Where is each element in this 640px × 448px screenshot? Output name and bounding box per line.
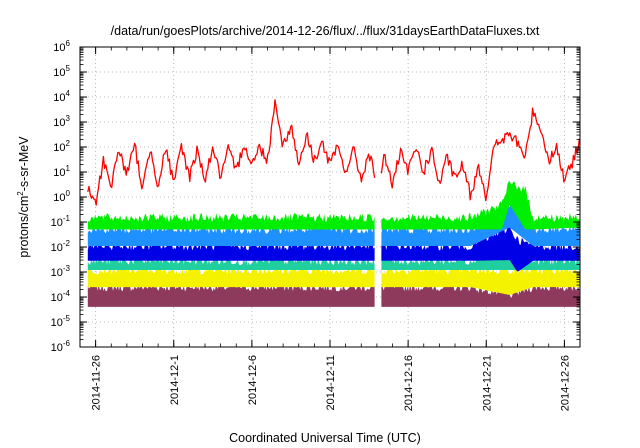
flux-band-segment: [87, 225, 375, 246]
flux-line-segment: [380, 107, 580, 202]
y-tick-base: 10: [51, 317, 63, 329]
y-axis-label-base: protons/cm: [17, 196, 31, 258]
y-tick-exp: 1: [66, 164, 71, 173]
y-tick-exp: 4: [66, 89, 71, 98]
flux-band-segment: [381, 226, 580, 272]
chart-title: /data/run/goesPlots/archive/2014-12-26/f…: [111, 24, 540, 38]
flux-line-segment: [87, 99, 376, 206]
x-tick-label: 2014-12-11: [325, 355, 337, 410]
y-tick-label: 105: [53, 64, 70, 79]
y-tick-base: 10: [53, 192, 65, 204]
y-tick-exp: -5: [63, 314, 71, 323]
flux-band-segment: [87, 282, 375, 307]
y-tick-base: 10: [53, 167, 65, 179]
y-tick-exp: 0: [66, 189, 71, 198]
flux-band-segment: [87, 256, 375, 270]
y-tick-exp: 3: [66, 114, 71, 123]
y-tick-exp: 6: [66, 39, 71, 48]
y-tick-label: 10-4: [51, 289, 71, 304]
x-tick-label: 2014-12-26: [559, 355, 571, 411]
y-axis-label-sup: 2: [16, 191, 25, 196]
y-tick-base: 10: [53, 92, 65, 104]
flux-band-segment: [381, 282, 580, 307]
y-tick-label: 10-3: [51, 264, 71, 279]
y-tick-exp: -3: [63, 264, 71, 273]
y-tick-label: 10-5: [51, 314, 71, 329]
y-tick-exp: -2: [63, 239, 71, 248]
y-tick-base: 10: [51, 242, 63, 254]
flux-band-segment: [381, 266, 580, 295]
y-tick-base: 10: [51, 267, 63, 279]
y-tick-base: 10: [51, 217, 63, 229]
y-tick-exp: -1: [63, 214, 71, 223]
y-tick-exp: -6: [63, 339, 71, 348]
y-tick-label: 10-1: [51, 214, 71, 229]
y-tick-label: 106: [53, 39, 70, 54]
x-tick-label: 2014-12-16: [403, 355, 415, 411]
x-tick-label: 2014-12-6: [247, 355, 259, 405]
x-tick-labels: 2014-11-26 2014-12-1 2014-12-6 2014-12-11 20…: [91, 355, 572, 411]
y-tick-label: 10-6: [51, 339, 71, 354]
x-axis-label: Coordinated Universal Time (UTC): [229, 431, 421, 445]
y-tick-base: 10: [51, 342, 63, 354]
y-tick-base: 10: [53, 117, 65, 129]
y-tick-label: 101: [53, 164, 70, 179]
y-tick-label: 104: [53, 89, 70, 104]
y-axis-label-rest: -s-sr-MeV: [17, 136, 31, 192]
flux-band-segment: [381, 181, 580, 230]
tick-layer: [80, 46, 580, 348]
y-axis-label: protons/cm2-s-sr-MeV: [16, 136, 31, 258]
x-tick-label: 2014-12-21: [481, 355, 493, 411]
y-tick-exp: -4: [63, 289, 71, 298]
y-tick-label: 10-2: [51, 239, 71, 254]
y-tick-exp: 5: [66, 64, 71, 73]
y-tick-labels: 10-610-510-410-310-210-11001011021031041…: [51, 39, 71, 354]
flux-band-segment: [87, 241, 375, 261]
y-tick-base: 10: [51, 292, 63, 304]
y-tick-exp: 2: [66, 139, 71, 148]
y-tick-label: 103: [53, 114, 70, 129]
y-tick-base: 10: [53, 67, 65, 79]
x-tick-label: 2014-12-1: [169, 355, 181, 405]
flux-band-segment: [87, 265, 375, 288]
y-tick-label: 100: [53, 189, 70, 204]
y-tick-label: 102: [53, 139, 70, 154]
series-layer: [87, 99, 580, 307]
x-tick-label: 2014-11-26: [91, 355, 103, 410]
flux-band-segment: [87, 213, 375, 230]
y-tick-base: 10: [53, 42, 65, 54]
y-tick-base: 10: [53, 142, 65, 154]
